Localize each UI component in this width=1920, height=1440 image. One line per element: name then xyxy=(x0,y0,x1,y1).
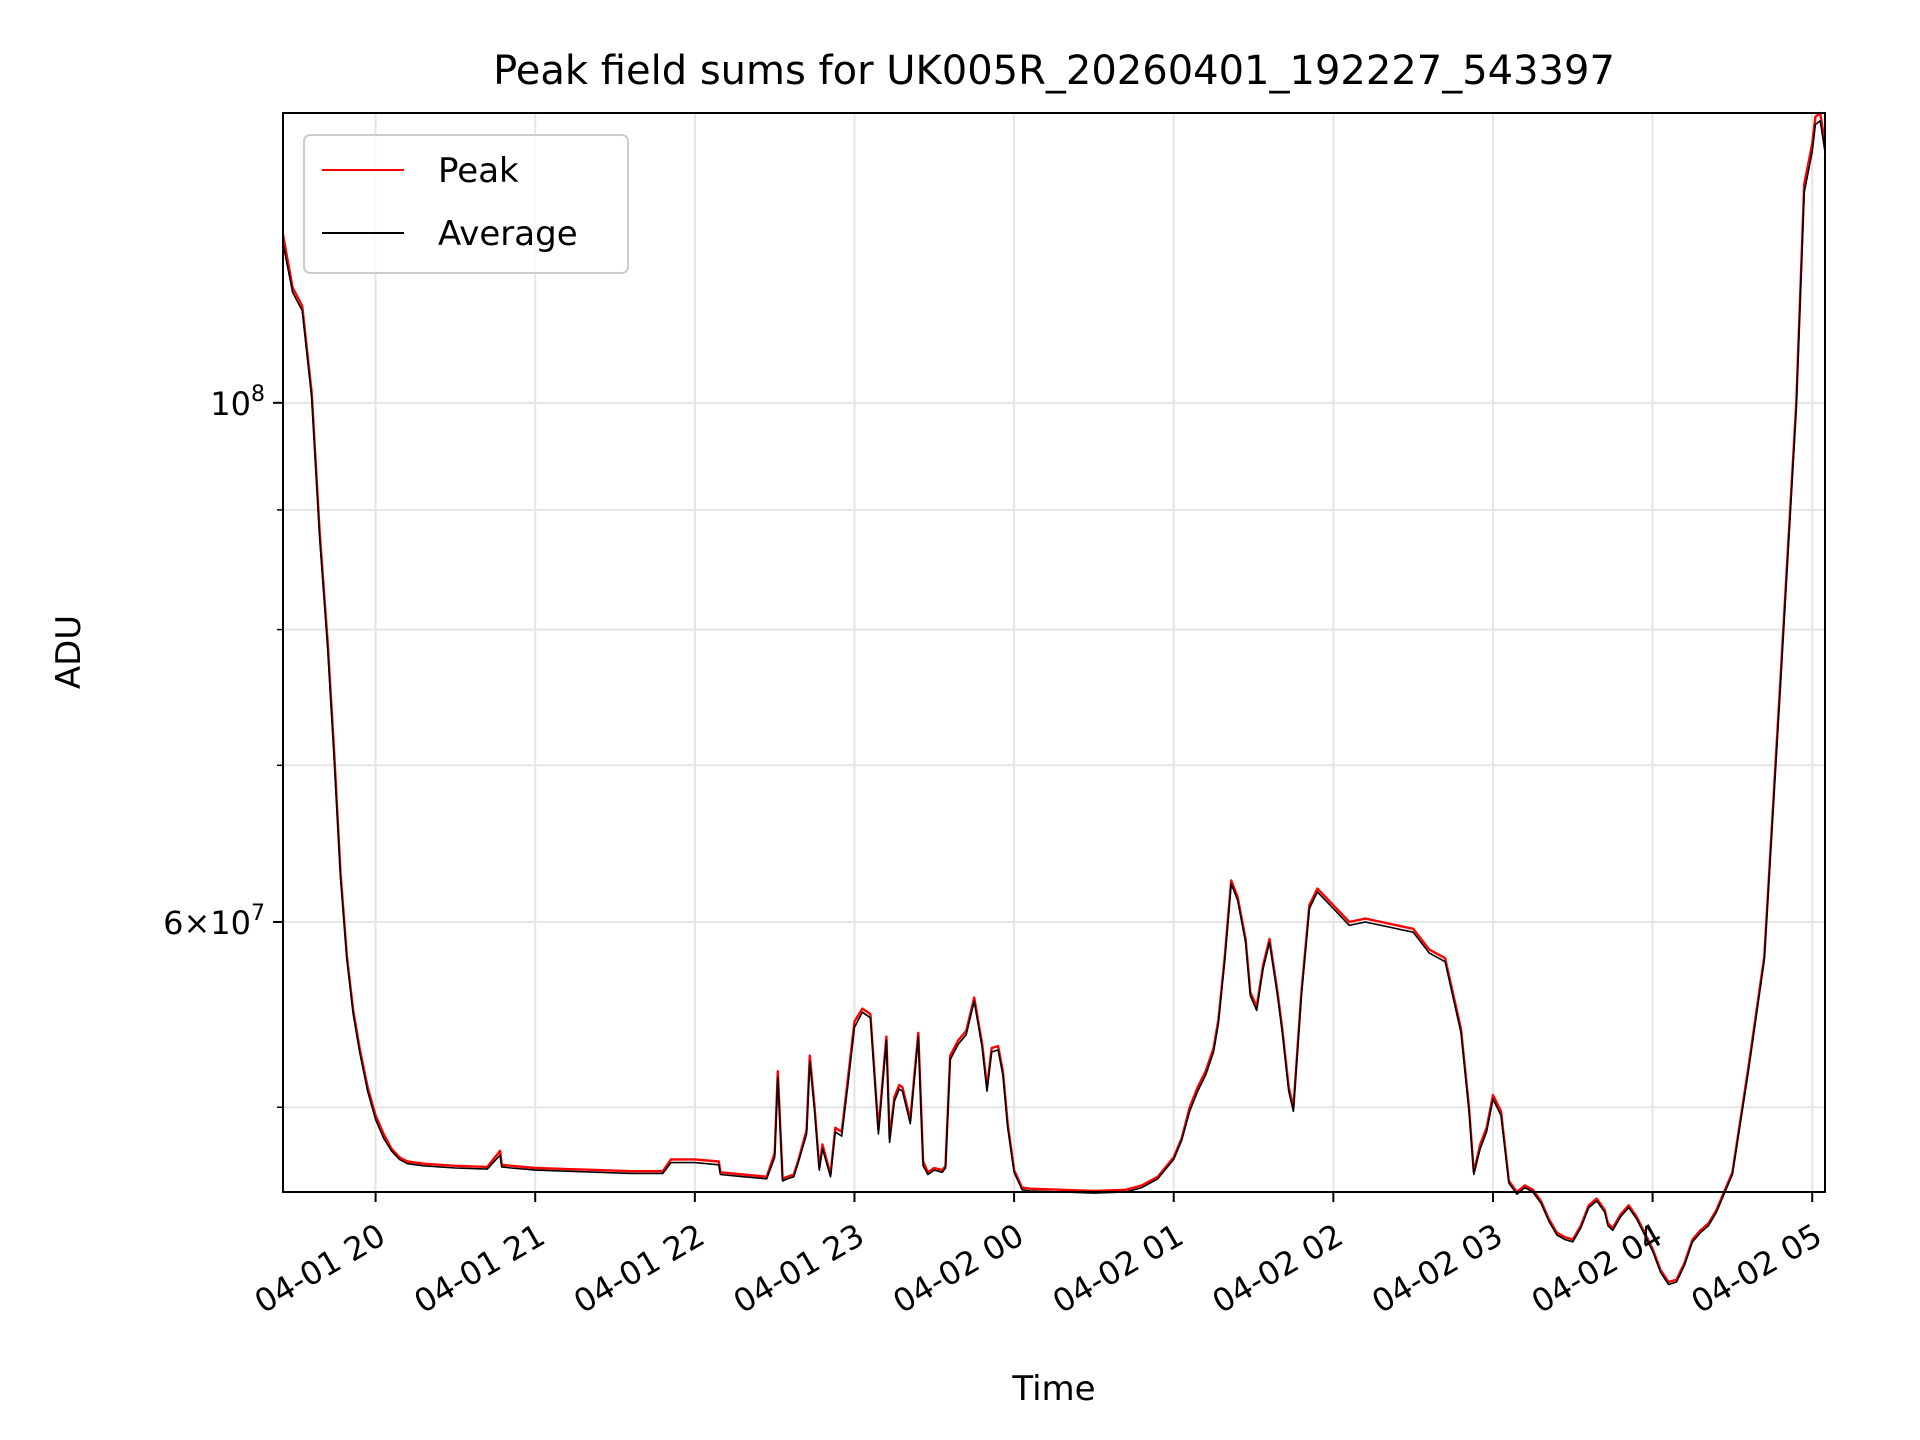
y-tick-base: 10 xyxy=(210,904,251,942)
grid-lines xyxy=(283,113,1825,1192)
y-tick-exponent: 7 xyxy=(251,901,265,926)
legend-average-label: Average xyxy=(438,214,578,254)
legend: Peak Average xyxy=(303,134,629,274)
chart-title: Peak field sums for UK005R_20260401_1922… xyxy=(493,48,1615,94)
series-line-peak xyxy=(281,111,1827,1284)
y-tick-exponent: 8 xyxy=(251,382,265,407)
y-tick-coefficient: 6 xyxy=(163,904,183,942)
y-tick-label: 6×107 xyxy=(163,901,265,942)
y-tick-base: 10 xyxy=(210,385,251,423)
plot-area-frame xyxy=(282,112,1826,1193)
y-tick-label: 108 xyxy=(210,382,265,423)
y-axis-label: ADU xyxy=(49,615,89,689)
legend-peak-label: Peak xyxy=(438,151,519,191)
x-axis-label: Time xyxy=(1011,1369,1095,1409)
